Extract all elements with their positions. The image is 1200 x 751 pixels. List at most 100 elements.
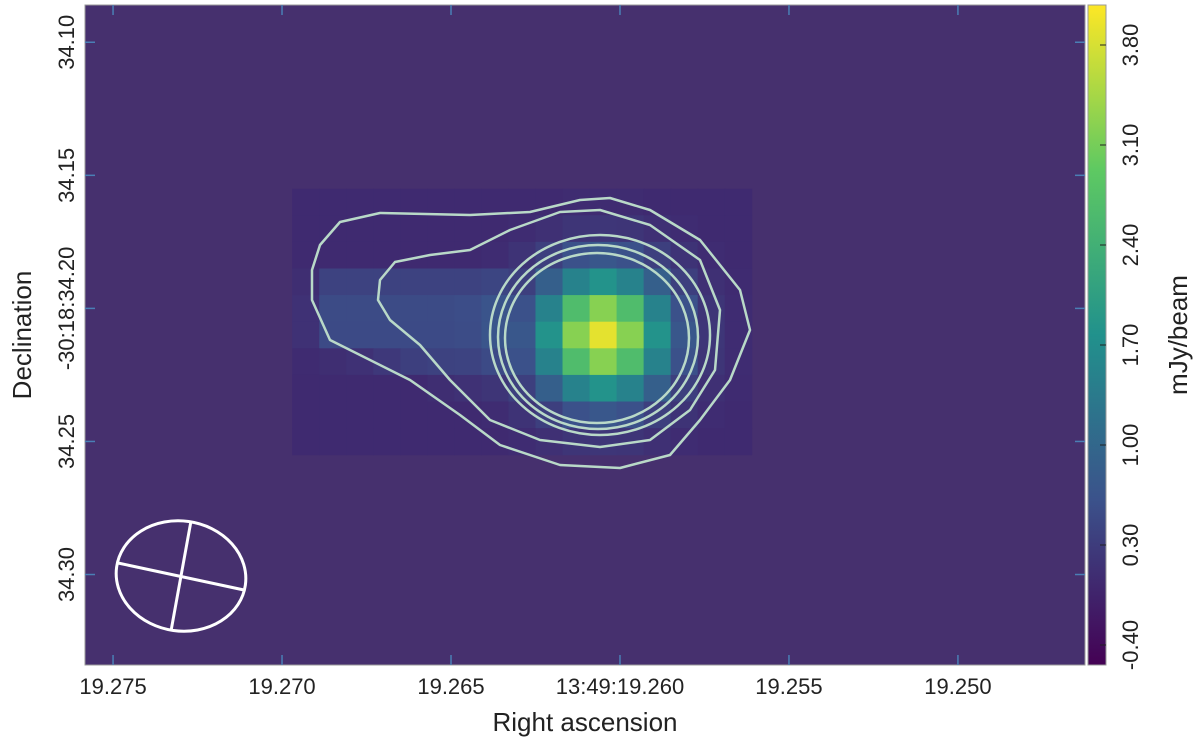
image-cell bbox=[400, 348, 428, 376]
image-cell bbox=[562, 295, 591, 323]
beam bbox=[114, 519, 248, 633]
image-cell bbox=[724, 241, 753, 269]
image-cell bbox=[373, 215, 401, 243]
image-cell bbox=[481, 188, 509, 216]
x-tick-label: 19.275 bbox=[79, 674, 146, 699]
image-cell bbox=[319, 374, 347, 403]
colorbar-tick-label: 1.70 bbox=[1118, 324, 1143, 367]
image-cell bbox=[589, 348, 618, 376]
y-tick-label: 34.30 bbox=[54, 547, 79, 602]
colorbar-tick-label: 3.10 bbox=[1118, 124, 1143, 167]
image-cell bbox=[292, 401, 320, 429]
colorbar bbox=[1087, 4, 1107, 666]
image-cell bbox=[292, 348, 320, 376]
contour bbox=[310, 196, 752, 470]
image-cell bbox=[319, 348, 347, 376]
image-cell bbox=[400, 428, 428, 456]
x-tick-label: 19.270 bbox=[248, 674, 315, 699]
image-cell bbox=[562, 348, 591, 376]
contours bbox=[310, 196, 752, 470]
colorbar-tick-label: 1.00 bbox=[1118, 424, 1143, 467]
colorbar-tick-label: -0.40 bbox=[1118, 620, 1143, 670]
image-cell bbox=[454, 348, 482, 376]
image-cell bbox=[454, 428, 482, 456]
image-cell bbox=[643, 374, 672, 403]
image-cell bbox=[427, 188, 455, 216]
image-cell bbox=[427, 268, 455, 296]
image-cell bbox=[400, 321, 428, 349]
image-cell bbox=[616, 268, 645, 296]
image-cell bbox=[616, 295, 645, 323]
image-cell bbox=[562, 374, 591, 403]
image-cell bbox=[454, 295, 482, 323]
image-cell bbox=[346, 321, 374, 349]
image-cell bbox=[454, 268, 482, 296]
x-tick-label: 19.250 bbox=[924, 674, 991, 699]
image-cell bbox=[427, 401, 455, 429]
image-cell bbox=[346, 188, 374, 216]
image-cell bbox=[292, 215, 320, 243]
image-cell bbox=[400, 295, 428, 323]
image-cell bbox=[616, 374, 645, 403]
contour bbox=[496, 243, 700, 431]
image-cell bbox=[346, 241, 374, 269]
image-cell bbox=[319, 188, 347, 216]
image-cell bbox=[481, 374, 509, 403]
image-cell bbox=[373, 188, 401, 216]
image-cell bbox=[319, 295, 347, 323]
image-cell bbox=[400, 268, 428, 296]
image-cell bbox=[535, 268, 564, 296]
image-cell bbox=[454, 215, 482, 243]
image-cell bbox=[562, 321, 591, 349]
image-cell bbox=[589, 215, 618, 243]
image-cell bbox=[697, 215, 726, 243]
image-cell bbox=[697, 428, 726, 456]
image-cell bbox=[319, 401, 347, 429]
y-axis-title: Declination bbox=[7, 271, 37, 400]
image-cell bbox=[346, 428, 374, 456]
image-cell bbox=[589, 321, 618, 349]
colorbar-tick-label: 2.40 bbox=[1118, 224, 1143, 267]
image-cell bbox=[427, 321, 455, 349]
image-cell bbox=[400, 401, 428, 429]
x-tick-label: 13:49:19.260 bbox=[556, 674, 684, 699]
x-tick-label: 19.265 bbox=[417, 674, 484, 699]
image-cell bbox=[724, 215, 753, 243]
image-cell bbox=[481, 268, 509, 296]
image-cell bbox=[643, 321, 672, 349]
image-cell bbox=[346, 374, 374, 403]
image-cell bbox=[427, 295, 455, 323]
image-cell bbox=[535, 348, 564, 376]
image-cell bbox=[292, 241, 320, 269]
image-cell bbox=[697, 321, 726, 349]
image-cell bbox=[697, 374, 726, 403]
image-cell bbox=[643, 348, 672, 376]
image-cell bbox=[319, 268, 347, 296]
image-cell bbox=[373, 348, 401, 376]
image-cell bbox=[292, 428, 320, 456]
contour bbox=[376, 208, 722, 449]
image-cell bbox=[670, 321, 699, 349]
image-cell bbox=[373, 428, 401, 456]
image-cell bbox=[292, 268, 320, 296]
y-tick-label: 34.15 bbox=[54, 148, 79, 203]
image-cell bbox=[319, 241, 347, 269]
image-cell bbox=[589, 295, 618, 323]
image-cell bbox=[724, 401, 753, 429]
image-cell bbox=[643, 428, 672, 456]
image-cell bbox=[616, 348, 645, 376]
image-cell bbox=[643, 295, 672, 323]
beam-ellipse bbox=[114, 519, 248, 633]
y-tick-label: 34.10 bbox=[54, 15, 79, 70]
image-cell bbox=[346, 401, 374, 429]
image-cell bbox=[427, 215, 455, 243]
image-cell bbox=[670, 188, 699, 216]
image-cell bbox=[292, 188, 320, 216]
image-cell bbox=[427, 428, 455, 456]
image-cell bbox=[373, 401, 401, 429]
colorbar-tick-label: 3.80 bbox=[1118, 24, 1143, 67]
image-cell bbox=[535, 321, 564, 349]
image-cells bbox=[292, 188, 753, 456]
plot-frame bbox=[84, 4, 1086, 666]
contour bbox=[503, 251, 691, 425]
